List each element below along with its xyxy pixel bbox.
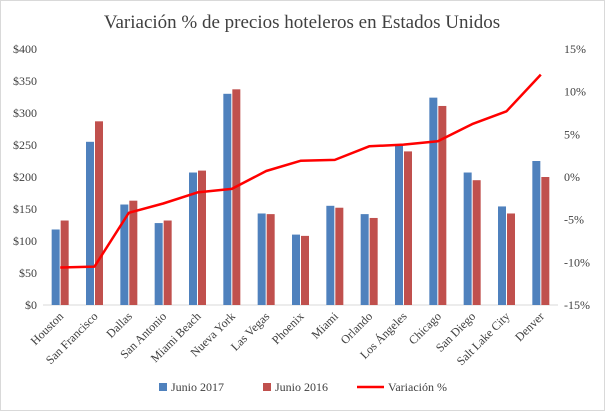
left-axis-tick: $250	[13, 138, 37, 152]
left-axis-tick: $200	[13, 170, 37, 184]
bar-junio-2016	[266, 214, 275, 305]
bar-junio-2016	[232, 89, 241, 305]
right-axis: -15% -10% -5% 0% 5% 10% 15%	[564, 42, 590, 312]
bar-junio-2016	[301, 235, 309, 305]
bar-junio-2017	[154, 223, 163, 305]
bar-junio-2017	[532, 161, 541, 305]
left-axis: $0 $50 $100 $150 $200 $250 $300 $350 $400	[13, 42, 37, 312]
category-label: Las Vegas	[228, 309, 273, 354]
legend-label-variacion: Variación %	[388, 380, 447, 394]
bar-junio-2016	[404, 151, 412, 305]
bar-junio-2016	[438, 105, 447, 306]
bar-junio-2016	[60, 220, 69, 305]
bar-junio-2017	[360, 214, 369, 305]
bar-junio-2017	[498, 206, 506, 305]
bar-junio-2017	[429, 97, 438, 305]
legend-swatch-junio-2016	[263, 383, 271, 391]
legend: Junio 2017 Junio 2016 Variación %	[159, 380, 447, 394]
right-axis-tick: -5%	[564, 213, 584, 227]
bar-junio-2017	[326, 205, 335, 305]
category-label: Dallas	[103, 309, 135, 341]
bar-junio-2017	[463, 172, 472, 305]
legend-label-junio-2016: Junio 2016	[275, 380, 328, 394]
right-axis-tick: -10%	[564, 255, 590, 269]
right-axis-tick: 15%	[564, 42, 586, 56]
bar-junio-2017	[120, 204, 129, 305]
bar-junio-2017	[223, 93, 232, 305]
category-label: Denver	[512, 309, 547, 344]
legend-label-junio-2017: Junio 2017	[171, 380, 224, 394]
chart-title: Variación % de precios hoteleros en Esta…	[104, 12, 500, 33]
bar-junio-2016	[163, 220, 172, 305]
bar-junio-2017	[257, 213, 266, 305]
bar-junio-2017	[86, 141, 94, 305]
category-label: Phoenix	[269, 309, 307, 347]
bar-junio-2016	[335, 207, 344, 305]
right-axis-tick: 5%	[564, 127, 580, 141]
bar-junio-2016	[507, 213, 515, 305]
left-axis-tick: $0	[25, 298, 37, 312]
bar-junio-2017	[189, 172, 197, 305]
left-axis-tick: $350	[13, 74, 37, 88]
left-axis-tick: $100	[13, 234, 37, 248]
left-axis-tick: $300	[13, 106, 37, 120]
right-axis-tick: 10%	[564, 85, 586, 99]
left-axis-tick: $150	[13, 202, 37, 216]
variation-line	[60, 73, 542, 269]
bars	[51, 89, 550, 306]
bar-junio-2017	[51, 229, 60, 305]
left-axis-tick: $50	[19, 266, 37, 280]
bar-junio-2016	[129, 200, 138, 305]
bar-junio-2016	[95, 121, 103, 305]
right-axis-tick: 0%	[564, 170, 580, 184]
variation-line-path	[60, 73, 542, 269]
bar-junio-2016	[541, 177, 550, 305]
bar-junio-2016	[472, 180, 481, 305]
legend-swatch-junio-2017	[159, 383, 167, 391]
bar-junio-2017	[395, 144, 403, 305]
bar-junio-2016	[198, 170, 206, 305]
left-axis-tick: $400	[13, 42, 37, 56]
bar-junio-2017	[292, 234, 300, 305]
bar-junio-2016	[369, 217, 378, 305]
right-axis-tick: -15%	[564, 298, 590, 312]
